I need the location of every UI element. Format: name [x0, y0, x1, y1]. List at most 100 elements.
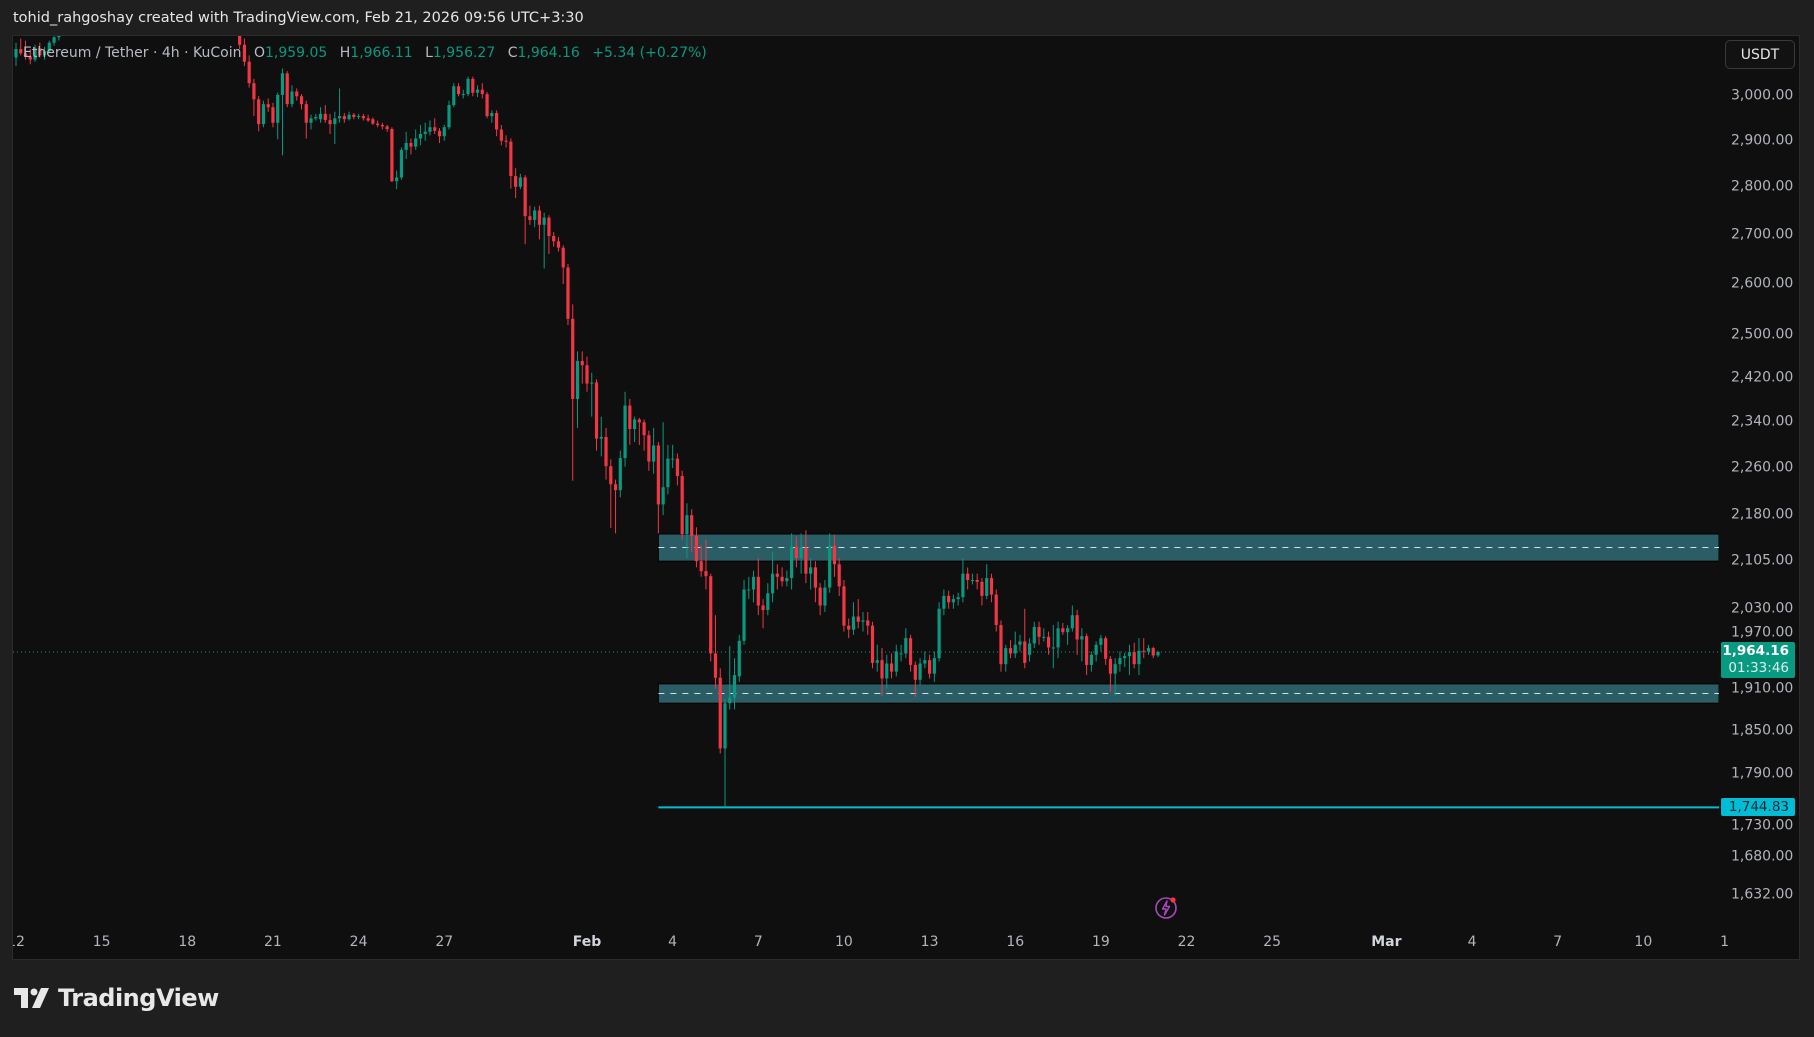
candle-body — [804, 547, 808, 574]
candle-body — [809, 567, 813, 574]
candle-body — [271, 107, 275, 123]
candle-body — [751, 576, 756, 590]
candle-body — [932, 658, 936, 674]
tradingview-logo-icon — [14, 988, 49, 1008]
candle-body — [675, 458, 680, 477]
low-value: 1,956.27 — [432, 45, 496, 61]
candle-body — [1142, 650, 1146, 652]
candle-body — [856, 616, 860, 622]
candle-body — [528, 216, 532, 221]
time-tick-label: 4 — [668, 934, 678, 950]
candlestick-chart[interactable] — [13, 36, 1800, 960]
tradingview-logo[interactable]: TradingView — [14, 984, 219, 1012]
candle-body — [780, 576, 784, 582]
currency-button[interactable]: USDT — [1725, 40, 1795, 69]
candle-body — [252, 83, 256, 100]
candle-body — [913, 664, 917, 680]
candle-body — [1108, 658, 1113, 674]
candle-body — [1061, 628, 1065, 633]
candle-body — [247, 61, 251, 84]
candle-body — [594, 382, 599, 439]
brand-name: TradingView — [58, 984, 219, 1012]
candle-body — [395, 177, 399, 182]
price-tick-label: 2,800.00 — [1731, 178, 1794, 195]
candle-body — [504, 140, 508, 142]
candle-body — [642, 422, 646, 436]
candle-body — [637, 419, 641, 423]
candle-body — [352, 114, 356, 117]
price-tick-label: 2,700.00 — [1731, 226, 1794, 242]
symbol-name[interactable]: Ethereum / Tether · 4h · KuCoin — [23, 45, 242, 61]
candle-body — [632, 419, 637, 430]
close-value: 1,964.16 — [517, 45, 580, 61]
candle-body — [623, 405, 627, 459]
candle-body — [238, 36, 242, 45]
candle-body — [428, 127, 432, 132]
price-tick-label: 1,970.00 — [1731, 624, 1794, 640]
candle-body — [823, 587, 827, 606]
candle-body — [828, 545, 832, 588]
candle-body — [1027, 643, 1032, 655]
candle-body — [361, 116, 365, 119]
time-tick-label: 12 — [13, 934, 25, 950]
candle-body — [761, 605, 765, 611]
candle-body — [690, 515, 694, 536]
candle-body — [1118, 658, 1122, 665]
candle-body — [989, 578, 994, 595]
candle-body — [704, 571, 708, 577]
candle-body — [894, 651, 898, 672]
current-price-value: 1,964.16 — [1722, 643, 1789, 659]
candle-body — [261, 104, 266, 125]
candle-body — [956, 597, 960, 600]
candle-body — [837, 564, 841, 587]
candle-body — [756, 576, 760, 606]
candle-body — [580, 360, 584, 366]
candle-body — [357, 116, 361, 118]
candle-body — [1104, 638, 1108, 659]
price-tick-label: 1,850.00 — [1731, 722, 1794, 739]
candle-body — [656, 445, 660, 505]
candle-body — [499, 129, 503, 141]
price-tick-label: 1,790.00 — [1731, 765, 1794, 782]
candle-body — [309, 118, 313, 123]
candle-body — [371, 119, 375, 124]
candle-body — [475, 89, 480, 93]
candle-body — [1089, 654, 1093, 665]
time-tick-label: Feb — [572, 934, 602, 950]
time-tick-label: Mar — [1371, 934, 1402, 950]
candle-body — [870, 625, 875, 663]
candle-body — [999, 625, 1003, 665]
candle-body — [285, 73, 289, 105]
symbol-legend: Ethereum / Tether · 4h · KuCoin O1,959.0… — [23, 45, 707, 61]
candle-body — [851, 616, 856, 630]
candle-body — [885, 663, 889, 679]
candle-body — [847, 625, 851, 630]
candle-body — [304, 104, 308, 123]
candle-body — [1056, 628, 1060, 648]
price-tick-label: 1,910.00 — [1731, 680, 1794, 697]
candle-body — [928, 660, 932, 674]
price-tick-label: 1,680.00 — [1731, 848, 1794, 865]
price-tick-label: 1,632.00 — [1731, 886, 1794, 903]
candle-body — [47, 42, 51, 52]
candle-body — [713, 653, 718, 678]
current-price-label: 1,964.16 01:33:46 — [1721, 642, 1795, 678]
price-tick-label: 2,900.00 — [1731, 132, 1794, 149]
candle-body — [1099, 638, 1103, 645]
candle-body — [880, 660, 884, 679]
candle-body — [908, 638, 913, 665]
candle-body — [718, 677, 722, 749]
candle-body — [1127, 652, 1132, 657]
candle-body — [461, 94, 465, 96]
candle-body — [485, 94, 489, 117]
chart-panel[interactable]: Ethereum / Tether · 4h · KuCoin O1,959.0… — [12, 35, 1800, 960]
candle-body — [552, 235, 556, 242]
candle-body — [799, 547, 803, 559]
candle-body — [514, 176, 518, 187]
close-label: C — [507, 45, 518, 61]
candle-body — [14, 49, 18, 58]
candle-body — [975, 579, 979, 582]
candle-body — [328, 120, 332, 125]
lightning-bolt-icon[interactable] — [1154, 896, 1178, 920]
candle-body — [418, 133, 423, 139]
